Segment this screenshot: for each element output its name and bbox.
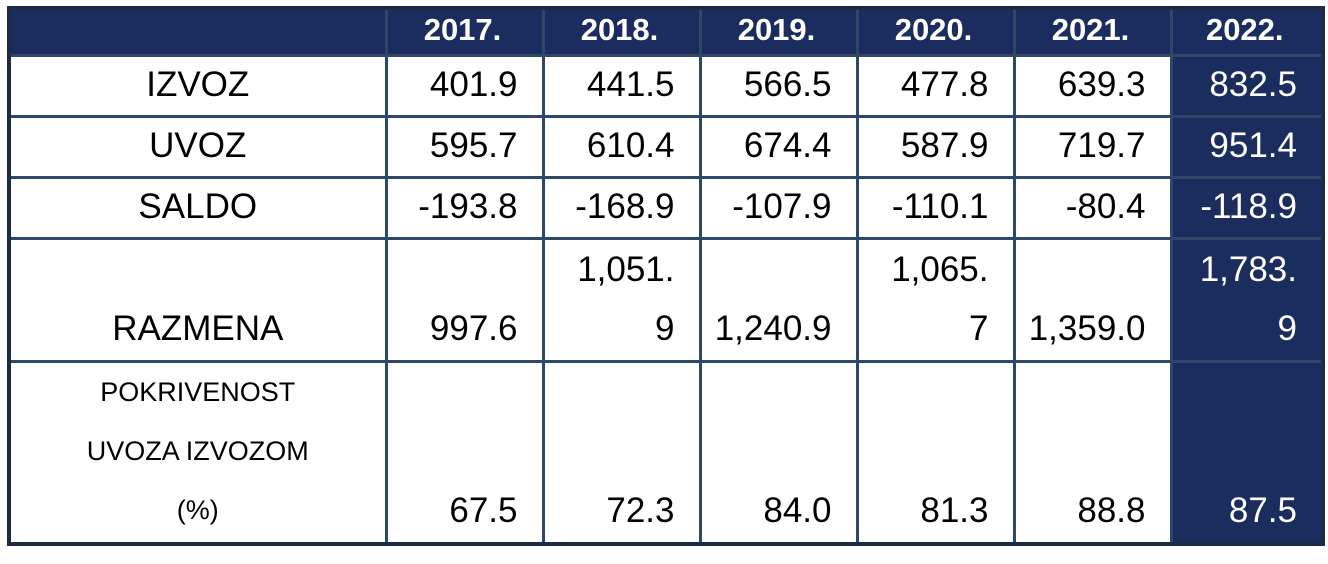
year-header-2018: 2018.: [541, 6, 702, 57]
year-header-2019: 2019.: [698, 6, 859, 57]
cell-uvoz-2020: 587.9: [855, 115, 1016, 179]
cell-pokrivenost-2021: 88.8: [1012, 360, 1173, 546]
cell-pokrivenost-2018: 72.3: [541, 360, 702, 546]
row-label-pokrivenost: POKRIVENOST UVOZA IZVOZOM (%): [7, 360, 388, 546]
table-row-uvoz: UVOZ 595.7 610.4 674.4 587.9 719.7 951.4: [7, 115, 1325, 179]
row-label-razmena: RAZMENA: [7, 237, 388, 363]
cell-uvoz-2022: 951.4: [1169, 115, 1325, 179]
cell-uvoz-2021: 719.7: [1012, 115, 1173, 179]
cell-pokrivenost-2019: 84.0: [698, 360, 859, 546]
year-header-2021: 2021.: [1012, 6, 1173, 57]
table-row-razmena: RAZMENA 997.6 1,051. 9 1,240.9 1,065. 7 …: [7, 237, 1325, 363]
cell-saldo-2017: -193.8: [384, 176, 545, 240]
cell-izvoz-2018: 441.5: [541, 54, 702, 118]
cell-saldo-2021: -80.4: [1012, 176, 1173, 240]
cell-uvoz-2018: 610.4: [541, 115, 702, 179]
cell-pokrivenost-2017: 67.5: [384, 360, 545, 546]
cell-razmena-2021: 1,359.0: [1012, 237, 1173, 363]
cell-saldo-2019: -107.9: [698, 176, 859, 240]
year-header-2020: 2020.: [855, 6, 1016, 57]
year-header-2022: 2022.: [1169, 6, 1325, 57]
table-row-saldo: SALDO -193.8 -168.9 -107.9 -110.1 -80.4 …: [7, 176, 1325, 240]
cell-izvoz-2022: 832.5: [1169, 54, 1325, 118]
cell-izvoz-2020: 477.8: [855, 54, 1016, 118]
cell-saldo-2018: -168.9: [541, 176, 702, 240]
corner-cell: [7, 6, 388, 57]
cell-razmena-2017: 997.6: [384, 237, 545, 363]
cell-izvoz-2021: 639.3: [1012, 54, 1173, 118]
header-row: 2017. 2018. 2019. 2020. 2021. 2022.: [7, 6, 1325, 57]
cell-razmena-2022: 1,783. 9: [1169, 237, 1325, 363]
trade-balance-table: 2017. 2018. 2019. 2020. 2021. 2022. IZVO…: [7, 6, 1325, 546]
row-label-saldo: SALDO: [7, 176, 388, 240]
cell-izvoz-2019: 566.5: [698, 54, 859, 118]
cell-pokrivenost-2020: 81.3: [855, 360, 1016, 546]
year-header-2017: 2017.: [384, 6, 545, 57]
cell-pokrivenost-2022: 87.5: [1169, 360, 1325, 546]
cell-saldo-2022: -118.9: [1169, 176, 1325, 240]
row-label-uvoz: UVOZ: [7, 115, 388, 179]
cell-uvoz-2019: 674.4: [698, 115, 859, 179]
table-row-pokrivenost: POKRIVENOST UVOZA IZVOZOM (%) 67.5 72.3 …: [7, 360, 1325, 546]
cell-razmena-2019: 1,240.9: [698, 237, 859, 363]
cell-saldo-2020: -110.1: [855, 176, 1016, 240]
cell-razmena-2018: 1,051. 9: [541, 237, 702, 363]
cell-uvoz-2017: 595.7: [384, 115, 545, 179]
row-label-izvoz: IZVOZ: [7, 54, 388, 118]
cell-izvoz-2017: 401.9: [384, 54, 545, 118]
table-row-izvoz: IZVOZ 401.9 441.5 566.5 477.8 639.3 832.…: [7, 54, 1325, 118]
cell-razmena-2020: 1,065. 7: [855, 237, 1016, 363]
